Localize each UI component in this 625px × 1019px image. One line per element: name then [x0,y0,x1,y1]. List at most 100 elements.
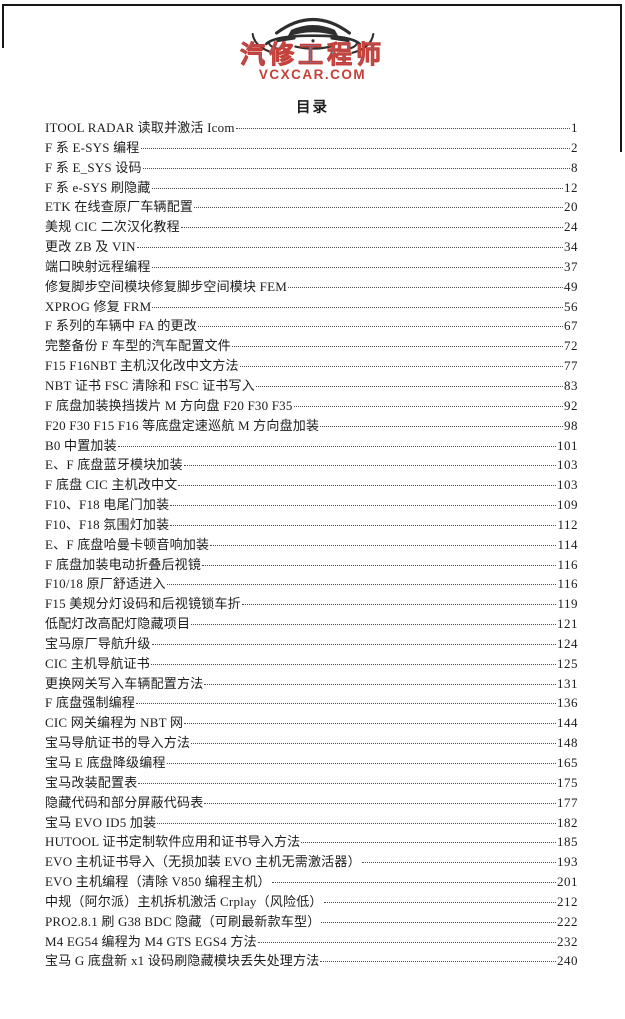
toc-entry-page: 121 [557,616,578,632]
toc-entry-page: 222 [557,913,578,929]
dot-leader [241,604,557,606]
toc-entry[interactable]: 宝马 EVO ID5 加装 182 [45,812,578,832]
dot-leader [231,346,563,348]
toc-entry[interactable]: PRO2.8.1 刷 G38 BDC 隐藏（可刷最新款车型） 222 [45,911,578,931]
toc-entry[interactable]: E、F 底盘蓝牙模块加装 103 [45,454,578,474]
dot-leader [321,921,556,923]
toc-entry-page: 67 [564,318,578,334]
dot-leader [320,961,556,963]
toc-entry[interactable]: NBT 证书 FSC 清除和 FSC 证书写入 83 [45,375,578,395]
toc-entry-page: 20 [564,199,578,215]
toc-entry[interactable]: F 系列的车辆中 FA 的更改 67 [45,315,578,335]
dot-leader [136,703,556,705]
toc-entry[interactable]: F 系 E-SYS 编程 2 [45,137,578,157]
toc-entry[interactable]: F 底盘加装电动折叠后视镜 116 [45,554,578,574]
toc-entry-page: 37 [564,258,578,274]
toc-entry[interactable]: F 底盘 CIC 主机改中文 103 [45,474,578,494]
toc-entry-page: 131 [557,675,578,691]
dot-leader [166,763,556,764]
toc-entry[interactable]: 宝马改装配置表 175 [45,772,578,792]
toc-entry-title: CIC 主机导航证书 [45,655,150,671]
toc-entry-title: 宝马改装配置表 [45,774,138,790]
toc-entry[interactable]: 宝马原厂导航升级 124 [45,633,578,653]
toc-entry-page: 2 [571,139,578,155]
toc-entry[interactable]: 更改 ZB 及 VIN 34 [45,236,578,256]
dot-leader [178,485,556,487]
toc-entry-title: 宝马原厂导航升级 [45,635,151,651]
dot-leader [138,782,556,784]
dot-leader [287,286,563,288]
toc-entry[interactable]: 修复脚步空间模块修复脚步空间模块 FEM 49 [45,276,578,296]
toc-entry[interactable]: 宝马 G 底盘新 x1 设码刷隐藏模块丢失处理方法 240 [45,950,578,970]
toc-entry-title: 低配灯改高配灯隐藏项目 [45,616,191,632]
toc-entry[interactable]: 美规 CIC 二次汉化教程 24 [45,216,578,236]
toc-entry[interactable]: F20 F30 F15 F16 等底盘定速巡航 M 方向盘加装 98 [45,415,578,435]
toc-entry-title: 更改 ZB 及 VIN [45,239,136,255]
toc-entry-page: 148 [557,735,578,751]
dot-leader [255,385,563,387]
dot-leader [293,405,563,407]
toc-entry-title: F 系 E-SYS 编程 [45,139,140,155]
toc-entry-title: F 系列的车辆中 FA 的更改 [45,318,197,334]
toc-entry[interactable]: 隐藏代码和部分屏蔽代码表 177 [45,792,578,812]
toc-entry-title: EVO 主机证书导入（无损加装 EVO 主机无需激活器） [45,854,361,870]
toc-entry-page: 98 [564,417,578,433]
toc-entry[interactable]: 宝马 E 底盘降级编程 165 [45,752,578,772]
toc-entry-title: F15 F16NBT 主机汉化改中文方法 [45,358,239,374]
toc-entry[interactable]: XPROG 修复 FRM 56 [45,296,578,316]
page-frame-right-tick [620,4,622,152]
toc-entry-title: F15 美规分灯设码和后视镜锁车折 [45,596,241,612]
toc-entry[interactable]: 宝马导航证书的导入方法 148 [45,732,578,752]
dot-leader [202,564,557,566]
dot-leader [166,584,557,586]
toc-entry[interactable]: CIC 主机导航证书 125 [45,653,578,673]
toc-entry[interactable]: 端口映射远程编程 37 [45,256,578,276]
dot-leader [151,266,563,268]
toc-entry[interactable]: ETK 在线查原厂车辆配置 20 [45,196,578,216]
toc-entry[interactable]: 更换网关写入车辆配置方法 131 [45,673,578,693]
toc-entry[interactable]: E、F 底盘哈曼卡顿音响加装 114 [45,534,578,554]
toc-entry-page: 101 [557,437,578,453]
toc-entry[interactable]: 中规（阿尔派）主机拆机激活 Crplay（风险低） 212 [45,891,578,911]
toc-entry-title: E、F 底盘哈曼卡顿音响加装 [45,536,210,552]
toc-entry[interactable]: F15 F16NBT 主机汉化改中文方法 77 [45,355,578,375]
dot-leader [197,326,563,328]
toc-entry-title: F 底盘 CIC 主机改中文 [45,477,178,493]
toc-entry[interactable]: 低配灯改高配灯隐藏项目 121 [45,613,578,633]
toc-entry-page: 114 [557,536,578,552]
toc-entry[interactable]: F 底盘强制编程 136 [45,692,578,712]
toc-entry[interactable]: F10、F18 氛围灯加装 112 [45,514,578,534]
dot-leader [361,862,556,864]
toc-entry-page: 232 [557,933,578,949]
toc-entry[interactable]: 完整备份 F 车型的汽车配置文件 72 [45,335,578,355]
toc-entry-title: HUTOOL 证书定制软件应用和证书导入方法 [45,834,301,850]
toc-entry-page: 144 [557,715,578,731]
dot-leader [210,544,557,546]
toc-entry-title: NBT 证书 FSC 清除和 FSC 证书写入 [45,377,255,393]
toc-entry[interactable]: HUTOOL 证书定制软件应用和证书导入方法 185 [45,831,578,851]
toc-entry[interactable]: F 底盘加装换挡拨片 M 方向盘 F20 F30 F35 92 [45,395,578,415]
toc-entry[interactable]: ITOOL RADAR 读取并激活 Icom 1 [45,117,578,137]
dot-leader [191,743,556,745]
toc-entry-title: CIC 网关编程为 NBT 网 [45,715,184,731]
toc-entry[interactable]: M4 EG54 编程为 M4 GTS EGS4 方法 232 [45,931,578,951]
toc-entry[interactable]: F 系 E_SYS 设码 8 [45,157,578,177]
toc-entry-page: 119 [557,596,578,612]
car-logo-icon [251,17,374,54]
dot-leader [136,247,563,249]
dot-leader [204,802,556,804]
toc-entry[interactable]: F15 美规分灯设码和后视镜锁车折 119 [45,593,578,613]
dot-leader [257,941,556,943]
toc-list: ITOOL RADAR 读取并激活 Icom 1 F 系 E-SYS 编程 2 … [45,117,578,970]
toc-entry[interactable]: CIC 网关编程为 NBT 网 144 [45,712,578,732]
toc-entry[interactable]: B0 中置加装 101 [45,435,578,455]
toc-entry[interactable]: EVO 主机证书导入（无损加装 EVO 主机无需激活器） 193 [45,851,578,871]
toc-entry[interactable]: F 系 e-SYS 刷隐藏 12 [45,177,578,197]
toc-entry-title: 修复脚步空间模块修复脚步空间模块 FEM [45,278,287,294]
toc-entry[interactable]: F10、F18 电尾门加装 109 [45,494,578,514]
toc-entry[interactable]: EVO 主机编程（清除 V850 编程主机） 201 [45,871,578,891]
toc-entry-page: 8 [571,159,578,175]
toc-entry-title: EVO 主机编程（清除 V850 编程主机） [45,874,271,890]
toc-entry[interactable]: F10/18 原厂舒适进入 116 [45,573,578,593]
dot-leader [151,187,563,189]
